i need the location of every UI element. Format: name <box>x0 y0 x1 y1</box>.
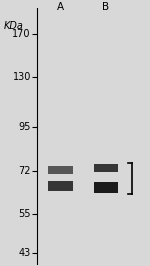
Text: 72: 72 <box>18 166 31 176</box>
Text: 95: 95 <box>18 122 31 132</box>
Text: KDa: KDa <box>3 20 23 31</box>
Text: A: A <box>57 2 64 12</box>
FancyBboxPatch shape <box>48 181 73 191</box>
Text: 43: 43 <box>19 248 31 258</box>
FancyBboxPatch shape <box>48 166 73 174</box>
Text: 55: 55 <box>18 209 31 219</box>
Text: 170: 170 <box>12 29 31 39</box>
FancyBboxPatch shape <box>93 164 118 172</box>
FancyBboxPatch shape <box>93 182 118 193</box>
Text: 130: 130 <box>12 72 31 82</box>
Text: B: B <box>102 2 110 12</box>
